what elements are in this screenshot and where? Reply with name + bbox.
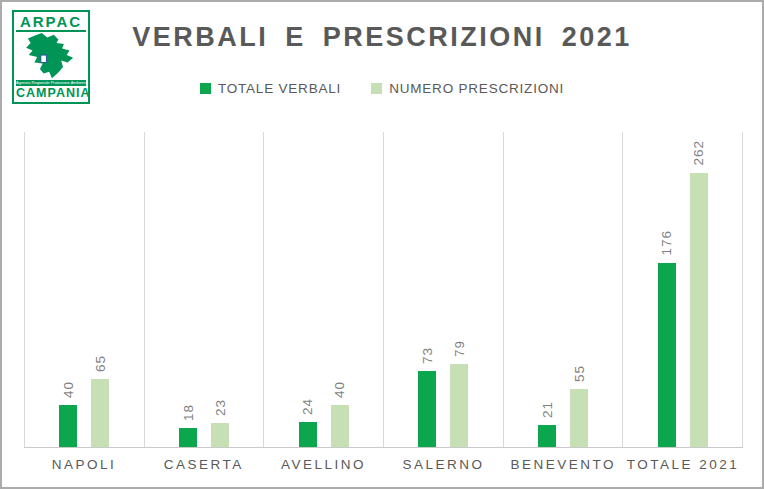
bar-totale-verbali-napoli (59, 405, 77, 447)
bargroup-numero-prescrizioni-caserta: 23 (211, 399, 229, 447)
legend-swatch-numero-prescrizioni (371, 83, 382, 94)
bar-value-label: 79 (452, 340, 467, 357)
bar-value-label: 40 (61, 381, 76, 398)
bargroup-numero-prescrizioni-benevento: 55 (570, 365, 588, 447)
bar-totale-verbali-caserta (179, 428, 197, 447)
category-cell-salerno: 73 79 (383, 132, 503, 447)
chart-area: 40651823244073792155176262 NAPOLICASERTA… (24, 132, 743, 472)
legend: TOTALE VERBALI NUMERO PRESCRIZIONI (2, 81, 762, 96)
bar-numero-prescrizioni-napoli (91, 379, 109, 447)
bar-numero-prescrizioni-caserta (211, 423, 229, 447)
plot-area: 40651823244073792155176262 (24, 132, 743, 448)
bar-totale-verbali-benevento (538, 425, 556, 447)
logo-map-marker (41, 55, 47, 62)
chart-card: ARPAC Agenzia Regionale Protezione Ambie… (0, 0, 764, 489)
x-axis-label-salerno: SALERNO (383, 457, 503, 472)
legend-swatch-totale-verbali (200, 83, 211, 94)
bar-numero-prescrizioni-benevento (570, 389, 588, 447)
bargroup-totale-verbali-benevento: 21 (538, 401, 556, 447)
bar-value-label: 24 (300, 398, 315, 415)
bar-value-label: 65 (93, 355, 108, 372)
bar-value-label: 23 (213, 399, 228, 416)
bar-value-label: 21 (540, 401, 555, 418)
chart-title: VERBALI E PRESCRIZIONI 2021 (2, 22, 762, 53)
bargroup-numero-prescrizioni-totale-2021: 262 (690, 140, 708, 447)
bargroup-numero-prescrizioni-salerno: 79 (450, 340, 468, 447)
bargroup-totale-verbali-totale-2021: 176 (658, 230, 676, 447)
x-axis-label-totale-2021: TOTALE 2021 (623, 457, 743, 472)
bar-value-label: 262 (691, 140, 706, 166)
bar-value-label: 18 (181, 404, 196, 421)
x-axis-row: NAPOLICASERTAAVELLINOSALERNOBENEVENTOTOT… (24, 448, 743, 472)
category-cell-napoli: 40 65 (24, 132, 144, 447)
bar-totale-verbali-avellino (299, 422, 317, 447)
bargroup-numero-prescrizioni-avellino: 40 (331, 381, 349, 447)
category-cell-caserta: 1823 (144, 132, 264, 447)
bargroup-totale-verbali-salerno: 73 (418, 347, 436, 447)
bargroup-totale-verbali-caserta: 18 (179, 404, 197, 447)
bar-numero-prescrizioni-salerno (450, 364, 468, 447)
category-cell-totale-2021: 176 262 (622, 132, 742, 447)
x-axis-label-caserta: CASERTA (144, 457, 264, 472)
x-axis-label-benevento: BENEVENTO (503, 457, 623, 472)
bargroup-totale-verbali-napoli: 40 (59, 381, 77, 447)
bar-numero-prescrizioni-totale-2021 (690, 173, 708, 447)
bargroup-numero-prescrizioni-napoli: 65 (91, 355, 109, 447)
bar-value-label: 176 (659, 230, 674, 256)
bar-value-label: 55 (572, 365, 587, 382)
bar-totale-verbali-salerno (418, 371, 436, 447)
bargroup-totale-verbali-avellino: 24 (299, 398, 317, 447)
bar-value-label: 73 (420, 347, 435, 364)
category-cell-avellino: 24 40 (263, 132, 383, 447)
category-cell-benevento: 21 55 (503, 132, 623, 447)
legend-item-totale-verbali: TOTALE VERBALI (200, 81, 341, 96)
legend-label: NUMERO PRESCRIZIONI (389, 81, 564, 96)
legend-label: TOTALE VERBALI (218, 81, 341, 96)
x-axis-label-avellino: AVELLINO (264, 457, 384, 472)
bar-numero-prescrizioni-avellino (331, 405, 349, 447)
bar-value-label: 40 (332, 381, 347, 398)
x-axis-label-napoli: NAPOLI (24, 457, 144, 472)
legend-item-numero-prescrizioni: NUMERO PRESCRIZIONI (371, 81, 564, 96)
bar-totale-verbali-totale-2021 (658, 263, 676, 447)
